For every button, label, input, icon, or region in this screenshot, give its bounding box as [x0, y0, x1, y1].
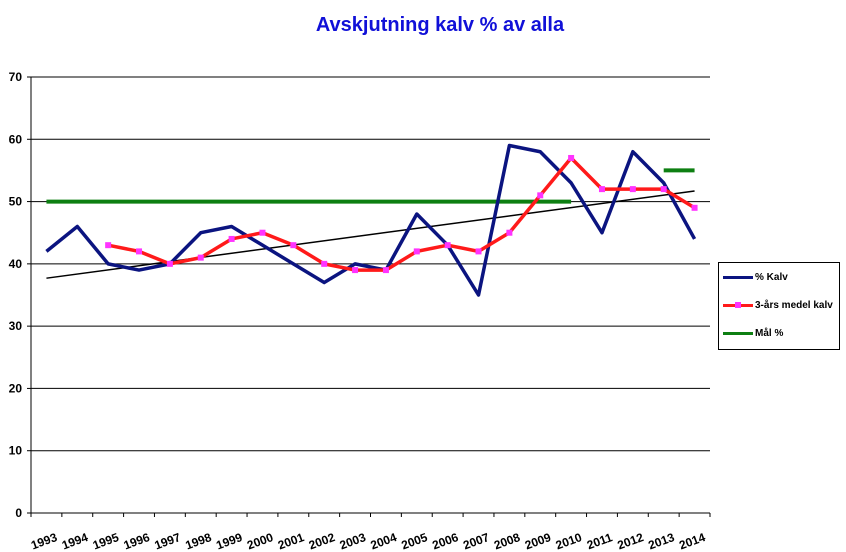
x-tick-label: 2008 [492, 530, 522, 552]
medel-marker [166, 260, 173, 267]
medel-marker [228, 235, 235, 242]
medel-marker [475, 248, 482, 255]
x-tick-label: 2013 [646, 530, 676, 552]
legend-swatch-kalv [723, 271, 753, 283]
medel-marker [691, 204, 698, 211]
y-tick-label: 30 [9, 319, 23, 333]
legend-item-medel: 3-års medel kalv [723, 297, 833, 313]
y-tick-label: 0 [15, 506, 22, 520]
x-tick-label: 1997 [153, 530, 183, 552]
y-tick-labels: 0 10 20 30 40 50 60 70 [9, 70, 23, 520]
medel-marker [598, 186, 605, 193]
y-tick-label: 10 [9, 444, 23, 458]
x-tick-label: 2010 [554, 530, 584, 552]
legend: % Kalv 3-års medel kalv Mål % [718, 262, 840, 350]
y-tick-label: 40 [9, 257, 23, 271]
x-tick-label: 2000 [245, 530, 275, 552]
medel-marker [259, 229, 266, 236]
x-tick-label: 2004 [369, 530, 399, 552]
kalv-line [45, 143, 697, 297]
legend-label-mal: Mål % [755, 327, 784, 339]
x-tick-label: 1999 [214, 530, 244, 552]
x-tick-label: 2009 [523, 530, 553, 552]
medel-marker [197, 254, 204, 261]
legend-marker-medel [735, 302, 741, 308]
medel-marker [321, 260, 328, 267]
medel-marker [413, 248, 420, 255]
series-lines [45, 143, 698, 297]
x-tick-label: 2014 [677, 530, 707, 552]
x-tick-label: 2007 [461, 530, 491, 552]
y-tick-label: 70 [9, 70, 23, 84]
legend-swatch-mal [723, 327, 753, 339]
medel-marker [105, 242, 112, 249]
medel-marker [568, 154, 575, 161]
medel-marker [136, 248, 143, 255]
x-tick-label: 1995 [91, 530, 121, 552]
legend-swatch-medel [723, 299, 753, 311]
x-tick-label: 1994 [60, 530, 90, 552]
legend-item-mal: Mål % [723, 325, 783, 341]
medel-marker [629, 186, 636, 193]
x-tick-label: 2005 [399, 530, 429, 552]
medel-marker [352, 267, 359, 274]
trendline [46, 190, 695, 279]
x-tick-label: 2012 [616, 530, 646, 552]
y-tick-label: 50 [9, 195, 23, 209]
medel-marker [444, 242, 451, 249]
chart-title: Avskjutning kalv % av alla [315, 14, 565, 36]
x-tick-label: 1998 [183, 530, 213, 552]
gridlines [31, 76, 710, 452]
medel-marker [290, 242, 297, 249]
legend-label-kalv: % Kalv [755, 271, 788, 283]
x-tick-label: 1993 [29, 530, 59, 552]
x-tick-labels: 1993 1994 1995 1996 1997 1998 1999 2000 2001 2002… [29, 530, 707, 552]
medel-marker [382, 267, 389, 274]
medel-line [107, 156, 696, 272]
x-tick-label: 2003 [338, 530, 368, 552]
y-tick-label: 60 [9, 132, 23, 146]
x-tick-label: 1996 [122, 530, 152, 552]
x-tick-label: 2001 [276, 530, 306, 552]
legend-item-kalv: % Kalv [723, 269, 788, 285]
y-tick-label: 20 [9, 381, 23, 395]
x-tick-label: 2002 [307, 530, 337, 552]
axes [27, 76, 711, 517]
medel-marker [660, 186, 667, 193]
legend-label-medel: 3-års medel kalv [755, 299, 833, 311]
x-tick-label: 2006 [430, 530, 460, 552]
medel-marker [537, 192, 544, 199]
medel-marker [506, 229, 513, 236]
x-tick-label: 2011 [585, 530, 615, 552]
